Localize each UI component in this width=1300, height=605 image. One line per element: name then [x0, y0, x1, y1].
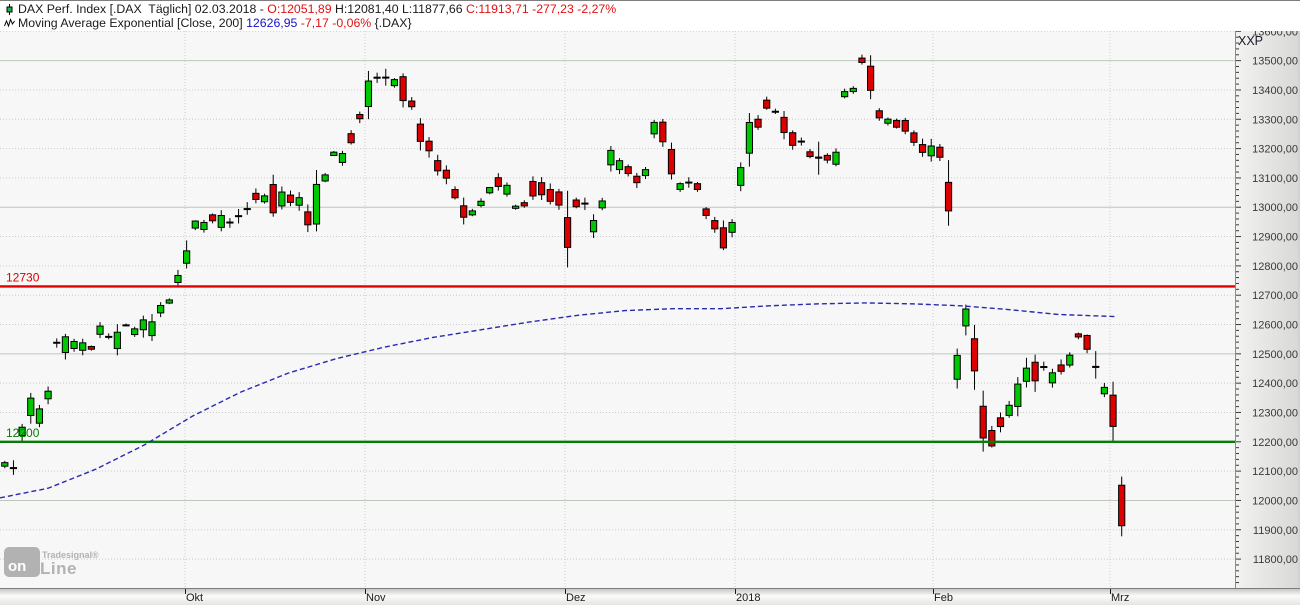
svg-text:on: on: [8, 558, 26, 575]
svg-text:12800,00: 12800,00: [1252, 261, 1298, 273]
svg-text:13500,00: 13500,00: [1252, 56, 1298, 68]
svg-text:12300,00: 12300,00: [1252, 407, 1298, 419]
svg-text:13200,00: 13200,00: [1252, 144, 1298, 156]
svg-text:11900,00: 11900,00: [1253, 525, 1298, 537]
svg-text:13000,00: 13000,00: [1252, 202, 1298, 214]
svg-text:12100,00: 12100,00: [1252, 466, 1298, 478]
svg-text:12200: 12200: [6, 426, 40, 440]
svg-text:13400,00: 13400,00: [1252, 85, 1298, 97]
svg-text:12900,00: 12900,00: [1252, 232, 1298, 244]
svg-text:11800,00: 11800,00: [1253, 554, 1298, 566]
svg-text:XXP: XXP: [1238, 34, 1263, 48]
svg-text:Line: Line: [40, 559, 77, 578]
svg-text:12500,00: 12500,00: [1252, 349, 1298, 361]
svg-text:12000,00: 12000,00: [1252, 495, 1298, 507]
svg-text:12700,00: 12700,00: [1252, 290, 1298, 302]
svg-text:12400,00: 12400,00: [1252, 378, 1298, 390]
svg-text:12600,00: 12600,00: [1252, 320, 1298, 332]
svg-text:12200,00: 12200,00: [1252, 437, 1298, 449]
svg-text:13100,00: 13100,00: [1252, 173, 1298, 185]
svg-text:12730: 12730: [6, 270, 40, 284]
svg-text:13300,00: 13300,00: [1252, 114, 1298, 126]
